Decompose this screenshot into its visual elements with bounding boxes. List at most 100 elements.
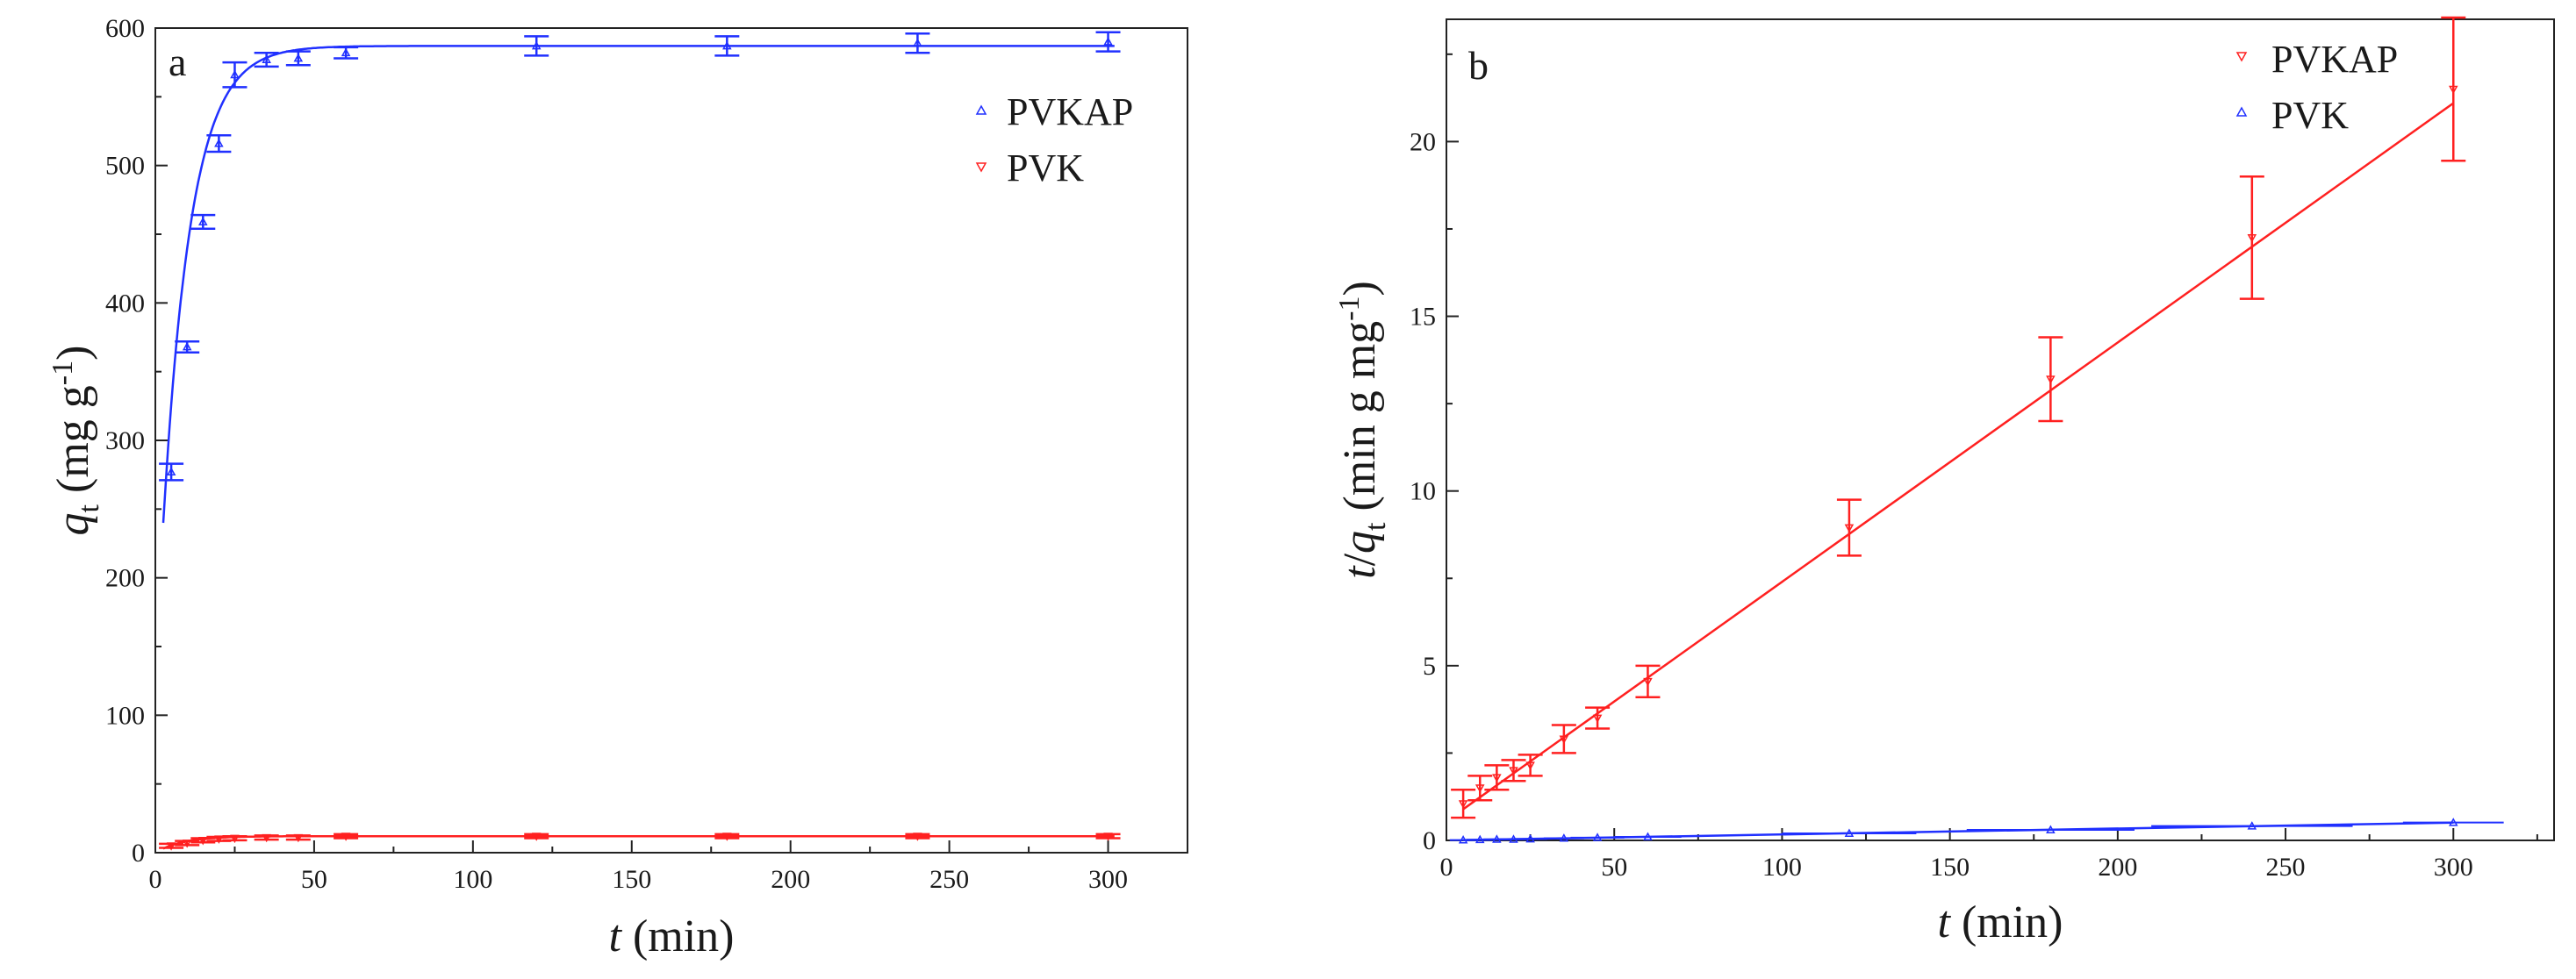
panel-a-legend: PVKAP PVK [975, 90, 1133, 189]
data-point-pvkap [722, 40, 732, 50]
panel-a-legend-item-pvk: PVK [975, 146, 1084, 189]
y-tick-label: 100 [105, 701, 145, 730]
x-tick-label: 100 [1762, 853, 1802, 882]
panel-b-label: b [1468, 43, 1489, 88]
data-point-pvkap [1559, 735, 1569, 745]
data-point-pvk [2448, 818, 2458, 826]
data-point-pvk [1492, 834, 1502, 843]
data-point-pvk [262, 833, 271, 843]
data-point-pvkap [182, 341, 192, 351]
panel-b-y-axis-label: t/qt (min g mg-1) [1333, 281, 1392, 579]
data-point-pvk [531, 833, 542, 841]
x-tick-label: 250 [2266, 853, 2306, 882]
y-tick-label: 200 [105, 564, 145, 593]
legend-label-pvk: PVK [1007, 146, 1084, 189]
y-axis-subscript: t [73, 504, 105, 512]
x-tick-label: 300 [1088, 865, 1128, 894]
panel-b-x-axis-label: t (min) [1938, 897, 2063, 947]
data-point-pvkap [1475, 784, 1485, 793]
data-point-pvkap [1509, 767, 1518, 775]
panel-b-legend-item-pvk: PVK [2235, 94, 2349, 137]
data-point-pvk [913, 833, 922, 841]
y-axis-unit-superscript: -1 [47, 361, 79, 385]
x-tick-label: 150 [612, 865, 651, 894]
data-point-pvkap [2448, 85, 2458, 95]
legend-label-pvkap: PVKAP [1007, 90, 1133, 133]
panel-b-legend: PVKAP PVK [2235, 38, 2398, 137]
y-tick-label: 300 [105, 426, 145, 455]
x-axis-variable: t [609, 911, 623, 961]
y-tick-label: 20 [1410, 127, 1436, 156]
data-point-pvk [1559, 833, 1569, 842]
data-point-pvk [1643, 832, 1653, 840]
data-point-pvkap [1592, 714, 1603, 724]
x-tick-label: 300 [2434, 853, 2473, 882]
x-tick-label: 0 [149, 865, 162, 894]
legend-marker-pvk [2235, 106, 2248, 117]
data-point-pvkap [531, 40, 542, 50]
y-axis-unit-end: ) [48, 346, 98, 361]
data-point-pvkap [1458, 800, 1468, 809]
panel-a-fit-curves [161, 45, 1115, 850]
data-point-pvk [1592, 833, 1603, 841]
y-tick-label: 0 [132, 839, 145, 868]
y-tick-label: 600 [105, 14, 145, 43]
y-axis-subscript: t [1360, 522, 1392, 531]
data-point-pvk [1458, 835, 1468, 844]
data-point-pvkap [166, 467, 176, 475]
legend-marker-pvkap [975, 104, 987, 115]
data-point-pvk [2247, 821, 2257, 830]
fit-line-pvkap [161, 45, 1115, 524]
x-tick-label: 200 [771, 865, 810, 894]
data-point-pvkap [1525, 761, 1535, 770]
y-tick-label: 5 [1423, 652, 1436, 681]
x-tick-label: 150 [1930, 853, 1970, 882]
panel-a-label: a [169, 39, 186, 84]
data-point-pvkap [230, 69, 240, 79]
y-tick-label: 10 [1410, 477, 1436, 506]
panel-a-legend-item-pvkap: PVKAP [975, 90, 1133, 133]
legend-marker-pvk [975, 162, 987, 173]
x-axis-unit: (min) [1950, 897, 2063, 947]
x-tick-label: 200 [2098, 853, 2137, 882]
data-point-pvkap [2247, 233, 2257, 243]
data-point-pvkap [1103, 37, 1113, 46]
y-tick-label: 500 [105, 152, 145, 181]
x-tick-label: 0 [1440, 853, 1453, 882]
x-tick-label: 250 [929, 865, 969, 894]
legend-marker-pvkap [2235, 52, 2248, 62]
data-point-pvkap [2046, 375, 2056, 384]
data-point-pvkap [913, 38, 922, 47]
x-axis-variable: t [1938, 897, 1952, 947]
data-point-pvkap [214, 139, 224, 147]
y-axis-variable: q [48, 512, 98, 535]
data-point-pvkap [341, 47, 351, 57]
fit-line-pvk [162, 834, 1115, 850]
panel-a-ticks: 0 50 100 150 200 250 300 0 100 200 300 400 500 600 [105, 14, 1128, 894]
panel-b-data-points [1449, 16, 2504, 844]
x-tick-label: 100 [453, 865, 492, 894]
data-point-pvk [2046, 825, 2056, 834]
panel-b-fit-lines [1462, 102, 2454, 841]
panel-a-y-axis-label: qt (mg g-1) [47, 346, 105, 536]
chart-panel-b: 0 50 100 150 200 250 300 0 5 10 15 20 b PVKAP PVK t… [1333, 16, 2555, 947]
y-tick-label: 400 [105, 289, 145, 318]
data-point-pvk [1844, 828, 1855, 837]
data-point-pvkap [198, 217, 208, 225]
data-point-pvk [341, 833, 351, 841]
y-axis-unit-start: (min g mg [1335, 321, 1385, 523]
data-point-pvk [214, 835, 224, 844]
legend-label-pvkap: PVKAP [2271, 38, 2398, 81]
data-point-pvk [722, 833, 732, 841]
fit-line-pvkap [1462, 102, 2454, 811]
data-point-pvk [1475, 834, 1485, 844]
y-tick-label: 15 [1410, 303, 1436, 332]
data-point-pvkap [1643, 677, 1653, 687]
x-tick-label: 50 [1601, 853, 1627, 882]
data-point-pvk [293, 833, 304, 843]
data-point-pvk [198, 836, 208, 846]
x-tick-label: 50 [301, 865, 327, 894]
y-axis-unit-end: ) [1335, 281, 1385, 296]
data-point-pvkap [262, 54, 271, 63]
